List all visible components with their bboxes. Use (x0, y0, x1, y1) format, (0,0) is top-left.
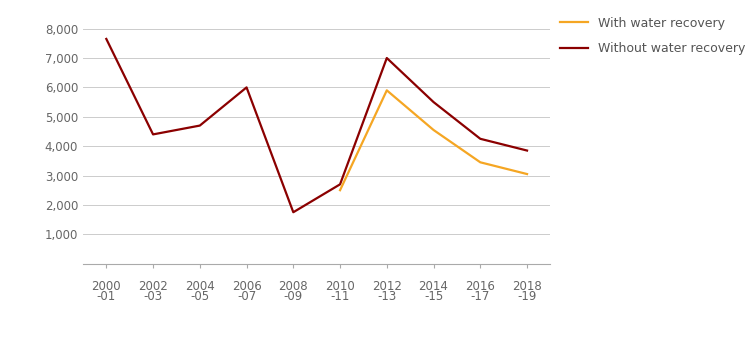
Text: -09: -09 (284, 290, 303, 303)
Without water recovery (336, 182, 345, 186)
With water recovery (476, 160, 485, 164)
Text: 2018: 2018 (512, 280, 542, 293)
Text: -11: -11 (330, 290, 350, 303)
Without water recovery (476, 137, 485, 141)
Text: -03: -03 (143, 290, 163, 303)
Text: 2008: 2008 (278, 280, 308, 293)
Text: 2004: 2004 (185, 280, 215, 293)
Without water recovery (382, 56, 391, 60)
Without water recovery (429, 100, 438, 104)
Text: 2016: 2016 (465, 280, 495, 293)
Without water recovery (289, 210, 298, 214)
Line: With water recovery: With water recovery (340, 90, 527, 190)
Text: -05: -05 (190, 290, 210, 303)
Without water recovery (195, 124, 204, 128)
Without water recovery (102, 37, 111, 41)
Text: -17: -17 (470, 290, 490, 303)
With water recovery (523, 172, 532, 176)
With water recovery (429, 128, 438, 132)
Text: 2014: 2014 (418, 280, 449, 293)
Without water recovery (523, 148, 532, 152)
Text: 2006: 2006 (231, 280, 262, 293)
Text: -19: -19 (517, 290, 537, 303)
Line: Without water recovery: Without water recovery (106, 39, 527, 212)
Text: -07: -07 (237, 290, 256, 303)
Text: -13: -13 (377, 290, 397, 303)
Without water recovery (149, 132, 158, 137)
With water recovery (336, 188, 345, 192)
Text: 2000: 2000 (91, 280, 121, 293)
Without water recovery (242, 86, 251, 90)
With water recovery (382, 88, 391, 92)
Text: -15: -15 (424, 290, 443, 303)
Text: 2002: 2002 (138, 280, 168, 293)
Text: 2012: 2012 (372, 280, 402, 293)
Text: -01: -01 (97, 290, 116, 303)
Text: 2010: 2010 (325, 280, 355, 293)
Legend: With water recovery, Without water recovery: With water recovery, Without water recov… (555, 12, 750, 61)
